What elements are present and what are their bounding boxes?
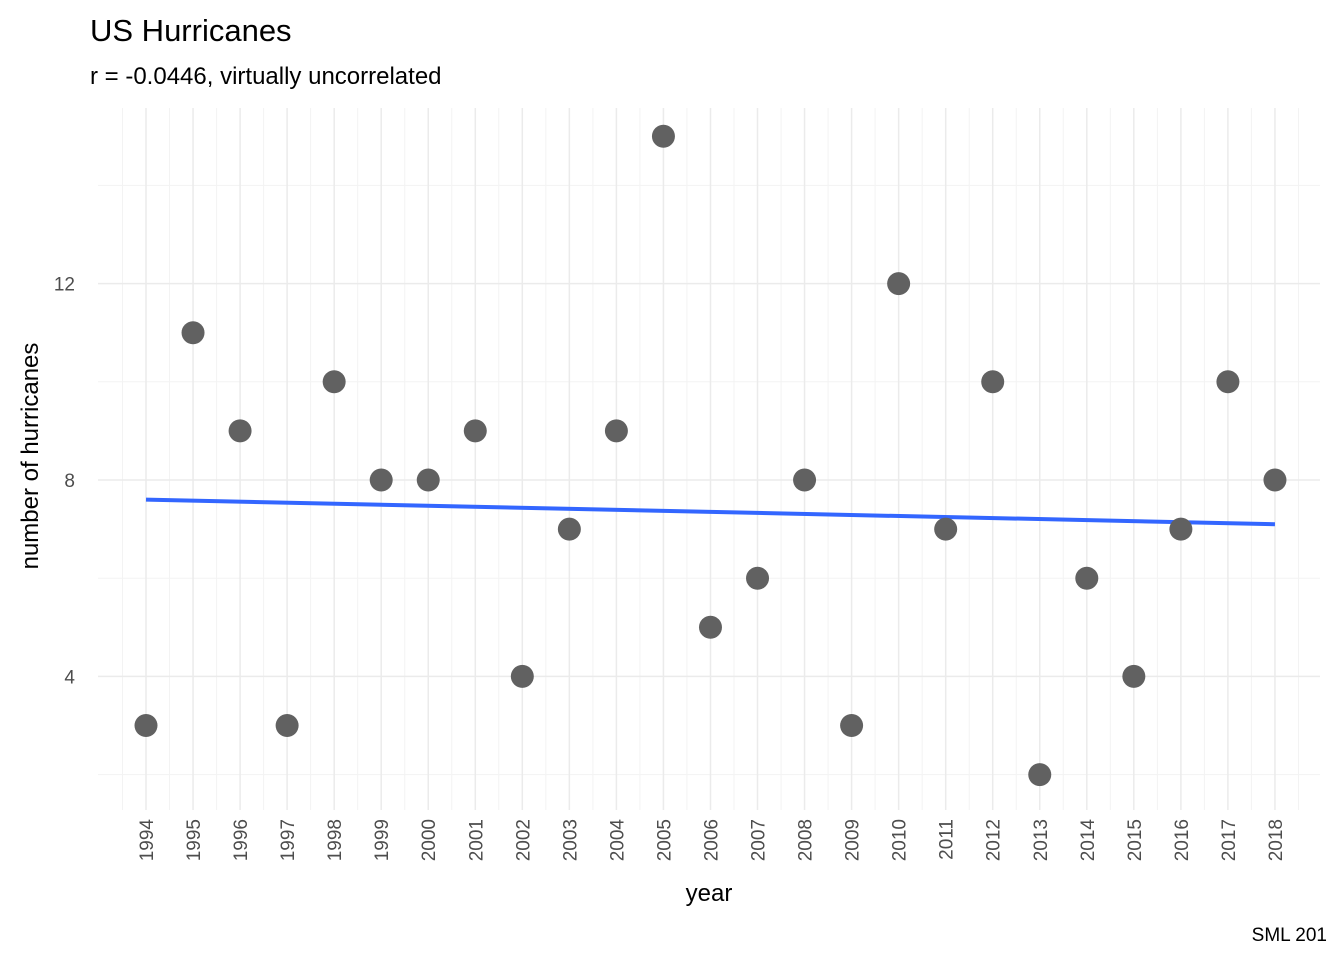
data-point bbox=[1263, 468, 1287, 492]
data-point bbox=[416, 468, 440, 492]
data-point bbox=[134, 714, 158, 737]
x-tick-label: 2015 bbox=[1125, 819, 1146, 861]
chart-subtitle: r = -0.0446, virtually uncorrelated bbox=[90, 63, 442, 90]
data-point bbox=[510, 664, 534, 688]
y-tick-label: 8 bbox=[64, 471, 75, 492]
data-point bbox=[840, 714, 864, 737]
data-point bbox=[557, 517, 581, 541]
x-tick-label: 2005 bbox=[654, 819, 675, 861]
x-tick-label: 2012 bbox=[984, 819, 1005, 861]
y-tick-label: 4 bbox=[64, 667, 75, 688]
data-point bbox=[1216, 370, 1240, 394]
x-tick-label: 2010 bbox=[890, 819, 911, 861]
y-tick-label: 12 bbox=[54, 275, 75, 296]
x-tick-label: 2013 bbox=[1031, 819, 1052, 861]
x-tick-label: 2001 bbox=[466, 819, 487, 861]
x-tick-label: 2006 bbox=[701, 819, 722, 861]
y-axis-title: number of hurricanes bbox=[17, 343, 44, 570]
x-tick-label: 2009 bbox=[843, 819, 864, 861]
x-axis-title: year bbox=[686, 880, 733, 907]
data-point bbox=[934, 517, 958, 541]
data-point bbox=[463, 419, 487, 443]
x-tick-label: 2008 bbox=[796, 819, 817, 861]
data-point bbox=[322, 370, 346, 394]
x-tick-label: 2017 bbox=[1219, 819, 1240, 861]
data-point bbox=[746, 566, 770, 590]
data-point bbox=[1028, 763, 1052, 787]
x-tick-label: 2016 bbox=[1172, 819, 1193, 861]
trend-line bbox=[145, 497, 1276, 527]
data-point bbox=[887, 272, 911, 296]
data-point bbox=[793, 468, 817, 492]
data-points bbox=[134, 124, 1287, 787]
x-tick-label: 2004 bbox=[607, 819, 628, 862]
data-point bbox=[981, 370, 1005, 394]
data-point bbox=[228, 419, 252, 443]
x-tick-label: 1994 bbox=[137, 819, 158, 862]
data-point bbox=[275, 714, 299, 737]
x-tick-label: 2014 bbox=[1078, 819, 1099, 862]
y-axis-ticks: 4 8 12 bbox=[54, 275, 76, 689]
data-point bbox=[181, 321, 205, 345]
data-point bbox=[1122, 664, 1146, 688]
data-point bbox=[1075, 566, 1099, 590]
data-point bbox=[698, 615, 722, 639]
trend-line-group bbox=[145, 497, 1276, 527]
chart-caption: SML 201 bbox=[1252, 925, 1327, 946]
grid bbox=[98, 108, 1320, 810]
x-tick-label: 1995 bbox=[184, 819, 205, 861]
x-tick-label: 2011 bbox=[937, 819, 958, 860]
x-tick-label: 1997 bbox=[278, 819, 299, 861]
data-point bbox=[1169, 517, 1193, 541]
x-axis-ticks: 1994 1995 1996 1997 1998 1999 2000 2001 2002 2003… bbox=[137, 819, 1287, 862]
x-tick-label: 1996 bbox=[231, 819, 252, 861]
data-point bbox=[369, 468, 393, 492]
x-tick-label: 1998 bbox=[325, 819, 346, 861]
x-tick-label: 2018 bbox=[1266, 819, 1287, 861]
chart-title: US Hurricanes bbox=[90, 13, 292, 48]
x-tick-label: 2000 bbox=[419, 819, 440, 861]
x-tick-label: 2007 bbox=[749, 819, 770, 861]
x-tick-label: 2002 bbox=[513, 819, 534, 861]
data-point bbox=[651, 124, 675, 148]
x-tick-label: 1999 bbox=[372, 819, 393, 861]
x-tick-label: 2003 bbox=[560, 819, 581, 861]
data-point bbox=[604, 419, 628, 443]
